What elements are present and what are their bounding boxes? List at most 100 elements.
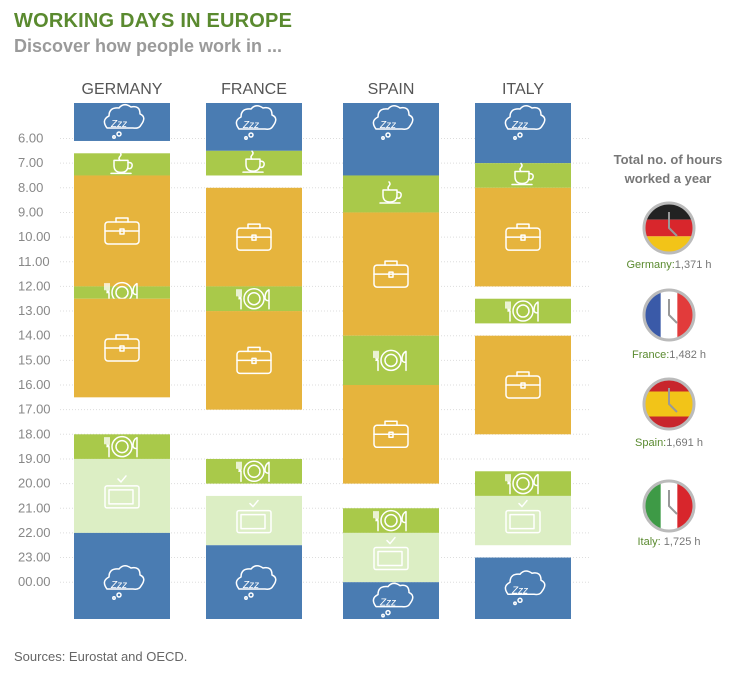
television-icon	[236, 499, 272, 534]
sleep-cloud-icon: Zzz	[235, 565, 277, 600]
y-tick-label: 20.00	[18, 476, 51, 491]
briefcase-icon	[373, 420, 409, 449]
clock-hands-icon	[668, 212, 678, 237]
plate-cutlery-icon	[236, 460, 270, 483]
hours-country: Germany:	[626, 259, 675, 271]
sleep-cloud-icon: Zzz	[103, 565, 145, 600]
clock-hands-icon	[668, 388, 678, 413]
y-tick-label: 9.00	[18, 204, 43, 219]
television-icon	[104, 475, 140, 509]
plate-cutlery-icon	[104, 435, 138, 458]
coffee-cup-icon	[379, 181, 402, 204]
tv-block	[343, 532, 439, 583]
briefcase-icon	[505, 223, 541, 251]
plate-cutlery-icon	[505, 300, 539, 322]
coffee-cup-icon	[511, 162, 534, 186]
svg-text:Zzz: Zzz	[511, 120, 528, 131]
tv-block	[74, 458, 170, 533]
sleep-block	[343, 103, 439, 176]
svg-text:Zzz: Zzz	[110, 580, 127, 591]
y-tick-label: 11.00	[18, 254, 50, 269]
hours-label-italy: Italy: 1,725 h	[599, 536, 739, 548]
clock-rim	[642, 479, 696, 533]
y-tick-label: 18.00	[18, 426, 51, 441]
chart-subtitle: Discover how people work in ...	[14, 36, 283, 56]
sleep-cloud-icon: Zzz	[372, 105, 414, 140]
tv-block	[475, 495, 571, 546]
hours-value: 1,691 h	[666, 437, 703, 449]
briefcase-icon	[236, 346, 272, 375]
y-tick-label: 22.00	[18, 525, 51, 540]
sleep-cloud-icon: Zzz	[504, 570, 546, 606]
column-header-germany: GERMANY	[82, 81, 163, 98]
svg-text:Zzz: Zzz	[242, 120, 259, 131]
hours-country: Italy:	[637, 536, 664, 548]
meal-block	[343, 508, 439, 533]
y-tick-label: 16.00	[18, 377, 51, 392]
meal-block	[74, 434, 170, 459]
meal-block	[475, 471, 571, 496]
briefcase-icon	[236, 223, 272, 251]
sleep-cloud-icon: Zzz	[235, 105, 277, 140]
meal-block	[74, 286, 170, 299]
sleep-cloud-icon: Zzz	[103, 103, 145, 139]
tv-block	[206, 495, 302, 546]
svg-text:Zzz: Zzz	[110, 119, 127, 130]
sleep-block	[74, 532, 170, 619]
sleep-cloud-icon: Zzz	[504, 105, 546, 140]
column-header-italy: ITALY	[502, 81, 544, 98]
sleep-block	[74, 103, 170, 141]
plate-cutlery-icon	[236, 287, 270, 310]
chart-title: WORKING DAYS IN EUROPE	[14, 10, 293, 32]
coffee-cup-icon	[242, 150, 265, 173]
briefcase-icon	[505, 371, 541, 399]
coffee-block	[343, 175, 439, 213]
y-tick-label: 12.00	[18, 278, 51, 293]
briefcase-icon	[104, 217, 140, 245]
column-header-spain: SPAIN	[368, 81, 415, 98]
svg-text:Zzz: Zzz	[242, 580, 259, 591]
sleep-block	[475, 103, 571, 164]
sleep-block	[343, 582, 439, 619]
clock-rim	[642, 201, 696, 255]
hours-legend-title: Total no. of hours worked a year	[613, 152, 723, 186]
y-tick-label: 7.00	[18, 155, 43, 170]
clock-rim	[642, 377, 696, 431]
y-tick-label: 10.00	[18, 229, 51, 244]
plate-cutlery-icon	[505, 472, 539, 495]
y-tick-label: 15.00	[18, 352, 51, 367]
svg-text:Zzz: Zzz	[379, 598, 396, 609]
sleep-cloud-icon: Zzz	[372, 582, 414, 618]
hours-label-germany: Germany:1,371 h	[599, 259, 739, 271]
plate-cutlery-icon	[373, 349, 407, 372]
y-tick-label: 6.00	[18, 131, 43, 146]
sleep-block	[206, 103, 302, 151]
sleep-block	[206, 545, 302, 619]
y-tick-label: 19.00	[18, 451, 51, 466]
hours-value: 1,482 h	[669, 349, 706, 361]
y-tick-label: 13.00	[18, 303, 51, 318]
coffee-block	[74, 153, 170, 176]
hours-country: Spain:	[635, 437, 667, 449]
hours-label-france: France:1,482 h	[599, 349, 739, 361]
hours-value: 1,725 h	[663, 536, 701, 548]
column-header-france: FRANCE	[221, 81, 287, 98]
briefcase-icon	[104, 334, 140, 362]
y-tick-label: 00.00	[18, 574, 51, 589]
coffee-cup-icon	[110, 151, 133, 175]
sleep-block	[475, 557, 571, 619]
y-tick-label: 8.00	[18, 180, 43, 195]
y-tick-label: 23.00	[18, 550, 51, 565]
meal-block	[475, 298, 571, 324]
svg-text:Zzz: Zzz	[511, 585, 528, 596]
clock-hands-icon	[668, 490, 678, 515]
briefcase-icon	[373, 260, 409, 288]
meal-block	[206, 286, 302, 312]
television-icon	[505, 499, 541, 534]
clock-hands-icon	[668, 299, 678, 324]
y-tick-label: 21.00	[18, 500, 51, 515]
hours-label-spain: Spain:1,691 h	[599, 437, 739, 449]
clock-rim	[642, 288, 696, 342]
plate-cutlery-icon	[373, 509, 407, 532]
